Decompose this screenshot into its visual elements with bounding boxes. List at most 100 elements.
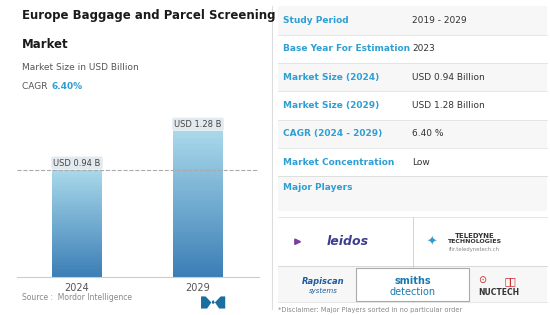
Bar [52,214,102,215]
Text: Market Concentration: Market Concentration [283,158,394,167]
Bar [52,193,102,194]
Polygon shape [201,296,225,309]
Bar [52,234,102,236]
Bar [52,250,102,252]
Bar [278,120,547,148]
Bar [52,230,102,232]
Text: TELEDYNE: TELEDYNE [455,233,494,239]
Text: Low: Low [412,158,430,167]
Bar [173,244,223,246]
Bar [173,250,223,252]
Bar [173,149,223,151]
Bar [52,226,102,227]
Bar [173,263,223,264]
Bar [173,177,223,179]
Bar [173,259,223,261]
Bar [52,253,102,255]
Text: Market Size (2029): Market Size (2029) [283,101,379,110]
Bar [52,208,102,209]
Bar [52,271,102,272]
Bar [52,210,102,211]
Bar [52,232,102,233]
Bar [52,255,102,256]
Bar [52,256,102,257]
Bar [173,144,223,146]
Bar [173,270,223,272]
Bar [52,269,102,271]
Bar [52,199,102,201]
Bar [52,266,102,268]
Bar [173,252,223,254]
Bar [173,261,223,263]
Bar [52,252,102,253]
Bar [173,230,223,232]
Bar [52,170,102,171]
Text: Base Year For Estimation: Base Year For Estimation [283,44,410,53]
Bar [52,174,102,175]
Bar [173,206,223,208]
Bar [52,213,102,214]
Bar [173,142,223,144]
Text: 威視: 威視 [505,276,517,286]
Bar [173,179,223,180]
Bar [173,243,223,244]
Bar [173,157,223,158]
Bar [173,197,223,199]
Bar [173,162,223,164]
Bar [173,204,223,206]
Bar [52,195,102,197]
Bar [173,264,223,266]
Bar [52,202,102,203]
Bar [173,173,223,175]
Text: Market: Market [22,38,69,51]
Text: NUCTECH: NUCTECH [478,288,519,297]
Bar [52,173,102,174]
Bar [173,169,223,171]
Bar [52,261,102,262]
Text: USD 0.94 Billion: USD 0.94 Billion [412,73,485,82]
Bar [173,211,223,213]
Bar [52,177,102,178]
Bar [173,190,223,191]
Bar [52,246,102,248]
Bar [173,222,223,224]
Bar [173,208,223,209]
Bar [52,274,102,276]
Bar [52,206,102,208]
Bar [52,260,102,261]
Bar [52,264,102,265]
Text: USD 1.28 Billion: USD 1.28 Billion [412,101,485,110]
Bar [52,249,102,250]
Text: USD 1.28 B: USD 1.28 B [174,120,222,129]
Bar [173,272,223,273]
Bar [278,176,547,211]
Bar [173,266,223,268]
Bar [173,147,223,149]
Bar [52,211,102,213]
Bar [52,179,102,180]
Text: detection: detection [389,287,436,297]
Bar [52,183,102,185]
Bar [173,268,223,270]
Bar [52,215,102,217]
Text: Europe Baggage and Parcel Screening: Europe Baggage and Parcel Screening [22,9,276,22]
Bar [52,218,102,220]
Bar [173,202,223,204]
Bar [173,186,223,188]
Text: Major Players: Major Players [283,183,353,192]
Bar [52,238,102,240]
Bar [52,265,102,266]
Text: smiths: smiths [394,276,431,286]
Bar [52,197,102,198]
Bar [52,248,102,249]
Text: leidos: leidos [327,235,369,248]
Bar [52,237,102,238]
Bar [52,190,102,191]
Bar [278,63,547,91]
Bar [52,205,102,206]
Bar [52,268,102,269]
Bar [173,246,223,248]
Bar [52,198,102,199]
Bar [278,266,547,302]
Bar [52,224,102,225]
